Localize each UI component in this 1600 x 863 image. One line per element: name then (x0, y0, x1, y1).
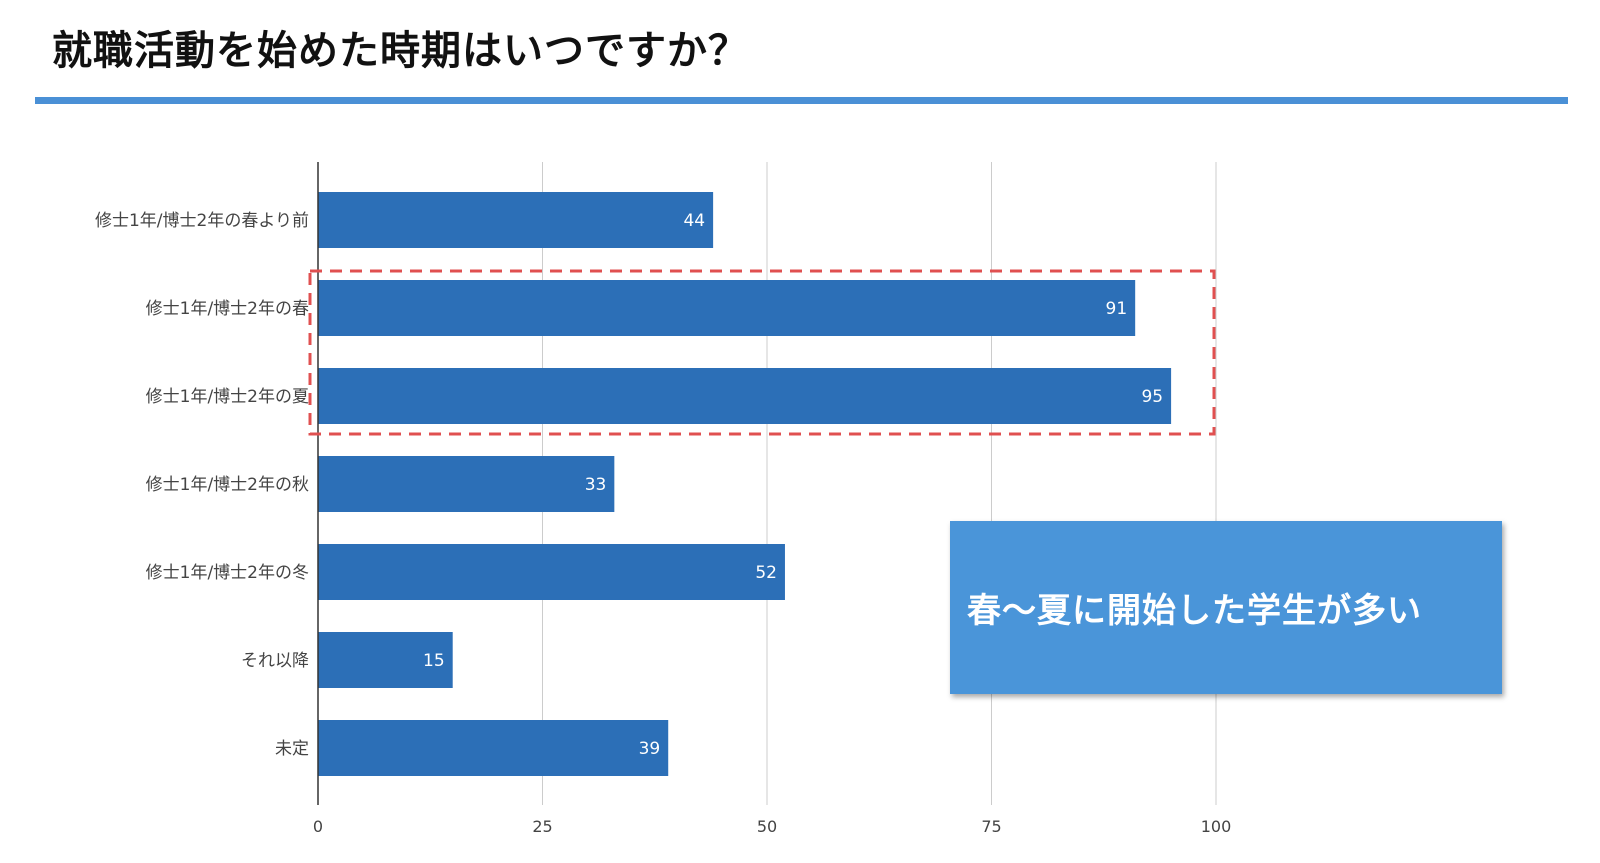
category-label: それ以降 (241, 651, 309, 671)
bar-value-label: 39 (639, 739, 661, 759)
x-tick-label: 75 (981, 817, 1001, 836)
bar (318, 456, 615, 512)
bar (318, 544, 785, 600)
bar (318, 368, 1172, 424)
category-label: 修士1年/博士2年の春より前 (95, 211, 309, 231)
x-tick-label: 50 (757, 817, 777, 836)
bar-value-label: 33 (585, 475, 607, 495)
category-label: 修士1年/博士2年の秋 (146, 475, 309, 495)
category-label: 修士1年/博士2年の春 (146, 299, 309, 319)
x-tick-label: 25 (532, 817, 552, 836)
category-label: 修士1年/博士2年の冬 (146, 563, 309, 583)
x-tick-label: 0 (313, 817, 323, 836)
bar (318, 632, 453, 688)
title-divider (35, 97, 1568, 104)
callout-text: 春〜夏に開始した学生が多い (967, 591, 1422, 631)
bar (318, 192, 714, 248)
highlight-dashed-box (308, 269, 1216, 436)
category-label: 修士1年/博士2年の夏 (146, 387, 309, 407)
bar-value-label: 52 (755, 563, 777, 583)
bar-value-label: 91 (1106, 299, 1128, 319)
bar-value-label: 95 (1141, 387, 1163, 407)
callout-box: 春〜夏に開始した学生が多い (950, 521, 1502, 694)
bar (318, 280, 1136, 336)
bar-value-label: 15 (423, 651, 445, 671)
category-label: 未定 (275, 739, 309, 759)
page-title: 就職活動を始めた時期はいつですか？ (52, 28, 749, 74)
x-tick-label: 100 (1201, 817, 1232, 836)
bar-value-label: 44 (683, 211, 705, 231)
bar (318, 720, 669, 776)
